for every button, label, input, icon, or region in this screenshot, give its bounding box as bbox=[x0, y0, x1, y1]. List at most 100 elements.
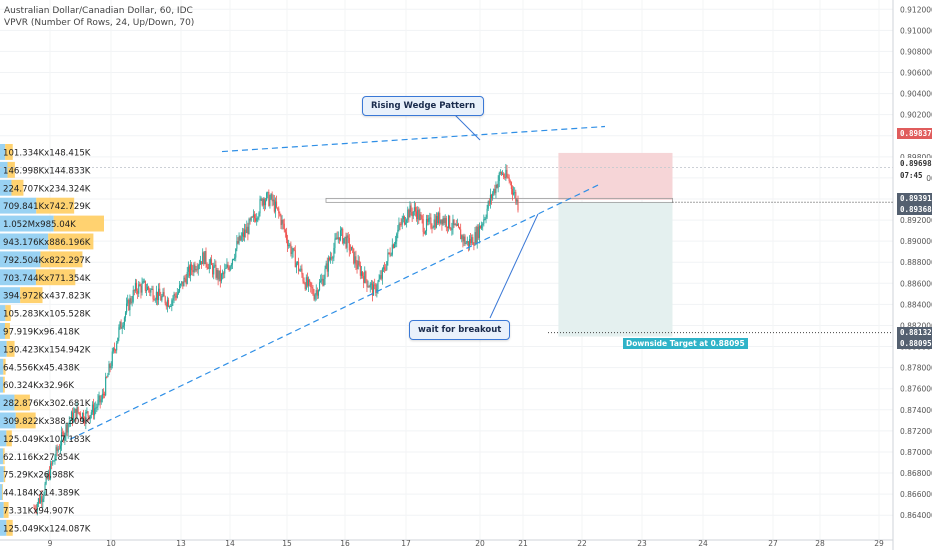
candle-body bbox=[150, 289, 152, 293]
candle-body bbox=[488, 201, 490, 204]
candle-body bbox=[452, 219, 454, 229]
candle-body bbox=[66, 424, 68, 433]
candle-body bbox=[247, 226, 249, 235]
candle-body bbox=[137, 290, 139, 294]
candle-body bbox=[276, 201, 278, 208]
candle-body bbox=[516, 199, 518, 202]
candle-body bbox=[287, 239, 289, 247]
candle-body bbox=[358, 260, 360, 266]
candle-body bbox=[428, 218, 430, 222]
candle-body bbox=[347, 235, 349, 238]
candle-body bbox=[186, 271, 188, 284]
candle-body bbox=[119, 321, 121, 328]
candle-body bbox=[312, 288, 314, 295]
candle-body bbox=[339, 230, 342, 241]
candle-body bbox=[412, 211, 414, 217]
candle-body bbox=[61, 432, 63, 446]
candle-body bbox=[199, 261, 202, 265]
candle-body bbox=[190, 264, 192, 276]
candle-body bbox=[152, 288, 154, 300]
candle-body bbox=[302, 274, 304, 282]
candle-body bbox=[88, 415, 90, 420]
candle-body bbox=[470, 239, 472, 244]
candle-body bbox=[322, 278, 324, 286]
candle-body bbox=[44, 483, 46, 495]
candle-body bbox=[95, 407, 97, 409]
indicator-label: VPVR (Number Of Rows, 24, Up/Down, 70) bbox=[4, 18, 195, 28]
candle-body bbox=[277, 207, 279, 209]
candle-body bbox=[279, 213, 281, 216]
candle-body bbox=[284, 229, 286, 233]
candle-body bbox=[419, 214, 421, 220]
candle-body bbox=[485, 217, 487, 220]
candle-body bbox=[241, 232, 243, 237]
candle-body bbox=[432, 227, 434, 229]
candle-body bbox=[510, 182, 512, 189]
candle-body bbox=[270, 194, 272, 199]
candle-body bbox=[184, 277, 186, 279]
candle-body bbox=[236, 241, 238, 249]
wait-for-breakout-note[interactable]: wait for breakout bbox=[409, 320, 511, 340]
time-axis[interactable]: 9 10 13 14 15 16 17 20 21 22 23 24 27 28 29 bbox=[0, 539, 893, 548]
candle-body bbox=[203, 252, 205, 265]
vp-bar-down bbox=[36, 197, 75, 214]
candle-body bbox=[301, 268, 303, 275]
time-tick-label: 28 bbox=[815, 539, 825, 548]
candle-body bbox=[327, 257, 329, 272]
candle-body bbox=[368, 286, 370, 288]
candle-body bbox=[81, 412, 84, 420]
candle-body bbox=[316, 290, 318, 296]
vp-row-label: 125.049Kx124.087K bbox=[3, 524, 91, 534]
candle-body bbox=[477, 226, 479, 238]
candle-body bbox=[263, 198, 265, 206]
vp-bar-down bbox=[11, 179, 24, 196]
vp-bar-down bbox=[35, 269, 76, 286]
candle-body bbox=[333, 247, 335, 258]
rising-wedge-lines[interactable] bbox=[69, 111, 606, 440]
candle-body bbox=[151, 288, 153, 290]
candle-body bbox=[256, 218, 258, 222]
candle-body bbox=[42, 498, 44, 502]
candle-body bbox=[366, 279, 368, 287]
candle-body bbox=[446, 226, 448, 228]
rising-wedge-note[interactable]: Rising Wedge Pattern bbox=[362, 96, 485, 116]
candle-body bbox=[54, 458, 56, 461]
candle-body bbox=[52, 460, 54, 465]
candle-body bbox=[79, 413, 81, 418]
candle-body bbox=[464, 236, 466, 244]
candle-body bbox=[430, 217, 432, 228]
candle-body bbox=[130, 298, 132, 303]
candle-body bbox=[101, 393, 103, 400]
candle-body bbox=[171, 300, 173, 306]
candle-body bbox=[140, 285, 142, 293]
candle-body bbox=[370, 283, 372, 285]
candle-body bbox=[65, 424, 67, 436]
candle-body bbox=[292, 248, 294, 253]
candle-body bbox=[118, 327, 120, 338]
downside-target-label: Downside Target at 0.88095 bbox=[623, 338, 748, 349]
vp-bar-up bbox=[0, 394, 15, 411]
candle-body bbox=[111, 351, 113, 366]
candle-body bbox=[266, 193, 268, 201]
candle-body bbox=[454, 224, 456, 226]
candle-body bbox=[434, 219, 436, 228]
candle-body bbox=[159, 288, 161, 296]
candle-body bbox=[455, 224, 457, 226]
candle-body bbox=[463, 236, 465, 242]
candle-body bbox=[164, 296, 166, 304]
candle-body bbox=[110, 365, 112, 369]
candle-body bbox=[369, 283, 371, 288]
candle-body bbox=[515, 192, 517, 202]
candle-body bbox=[177, 291, 179, 294]
pattern-callout-pointer bbox=[451, 111, 481, 141]
candle-body bbox=[348, 237, 350, 251]
candle-body bbox=[213, 266, 215, 275]
candle-body bbox=[344, 236, 346, 239]
bar-countdown: 07:45 bbox=[897, 170, 926, 181]
candle-body bbox=[444, 218, 446, 224]
